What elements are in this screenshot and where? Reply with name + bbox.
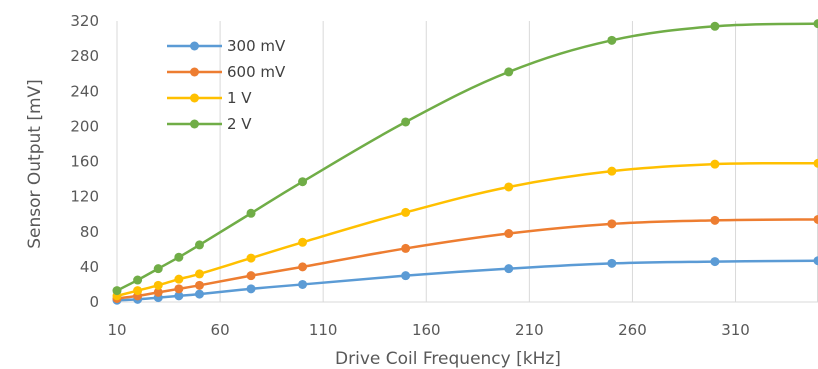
legend-label: 600 mV — [227, 63, 286, 81]
y-tick-label: 280 — [70, 47, 99, 65]
y-tick-label: 80 — [80, 223, 99, 241]
grid-lines — [116, 21, 818, 302]
legend-swatch-marker — [190, 67, 199, 77]
data-point — [504, 182, 514, 192]
legend-item: 300 mV — [167, 37, 286, 55]
y-tick-label: 40 — [80, 258, 99, 276]
data-point — [710, 21, 720, 31]
legend: 300 mV 600 mV 1 V 2 V — [167, 37, 286, 133]
data-point — [194, 280, 204, 290]
data-point — [133, 286, 143, 296]
data-point — [298, 237, 308, 247]
y-tick-label: 160 — [70, 153, 99, 171]
series-1 — [112, 256, 818, 305]
x-tick-label: 310 — [721, 321, 750, 339]
series-3 — [112, 158, 818, 301]
legend-item: 2 V — [167, 115, 252, 133]
data-point — [246, 284, 256, 294]
data-point — [607, 219, 617, 229]
data-point — [710, 159, 720, 169]
data-point — [246, 253, 256, 263]
data-point — [194, 269, 204, 279]
legend-item: 1 V — [167, 89, 252, 107]
x-tick-label: 10 — [107, 321, 126, 339]
series-4 — [112, 19, 818, 296]
legend-item: 600 mV — [167, 63, 286, 81]
x-tick-label: 210 — [515, 321, 544, 339]
series-2 — [112, 214, 818, 303]
data-point — [153, 287, 163, 297]
y-tick-label: 120 — [70, 188, 99, 206]
data-point — [112, 286, 122, 296]
data-point — [504, 229, 514, 239]
data-point — [813, 214, 818, 224]
data-point — [401, 117, 411, 127]
y-tick-label: 320 — [70, 12, 99, 30]
legend-swatch-marker — [190, 119, 199, 129]
data-point — [174, 252, 184, 262]
data-point — [194, 289, 204, 299]
x-axis-title: Drive Coil Frequency [kHz] — [335, 349, 561, 369]
y-tick-label: 240 — [70, 82, 99, 100]
legend-swatch-marker — [190, 93, 199, 103]
data-point — [607, 258, 617, 268]
legend-label: 300 mV — [227, 37, 286, 55]
data-point — [246, 271, 256, 281]
data-point — [153, 264, 163, 274]
data-point — [174, 291, 184, 301]
data-point — [401, 207, 411, 217]
legend-swatch-marker — [190, 41, 199, 51]
x-tick-labels: 10 60 110 160 210 260 310 — [107, 321, 749, 339]
y-tick-label: 200 — [70, 117, 99, 135]
data-point — [607, 166, 617, 176]
y-axis-title: Sensor Output [mV] — [25, 79, 45, 249]
data-point — [401, 243, 411, 253]
x-tick-label: 160 — [412, 321, 441, 339]
x-tick-label: 260 — [618, 321, 647, 339]
data-point — [813, 256, 818, 266]
series-line — [116, 161, 818, 298]
data-point — [174, 274, 184, 284]
data-point — [813, 158, 818, 168]
data-point — [194, 240, 204, 250]
data-point — [710, 215, 720, 225]
y-tick-labels: 0 40 80 120 160 200 240 280 320 — [70, 12, 99, 311]
data-point — [153, 280, 163, 290]
series-layer — [112, 19, 818, 305]
data-point — [133, 275, 143, 285]
data-point — [174, 284, 184, 294]
data-point — [504, 67, 514, 77]
data-point — [504, 264, 514, 274]
data-point — [298, 279, 308, 289]
legend-label: 1 V — [227, 89, 252, 107]
legend-label: 2 V — [227, 115, 252, 133]
x-tick-label: 60 — [211, 321, 230, 339]
data-point — [298, 262, 308, 272]
data-point — [298, 177, 308, 187]
data-point — [710, 257, 720, 267]
data-point — [246, 208, 256, 218]
data-point — [813, 19, 818, 29]
data-point — [607, 35, 617, 45]
data-point — [401, 271, 411, 281]
series-line — [116, 22, 818, 292]
y-tick-label: 0 — [89, 293, 99, 311]
x-tick-label: 110 — [309, 321, 338, 339]
